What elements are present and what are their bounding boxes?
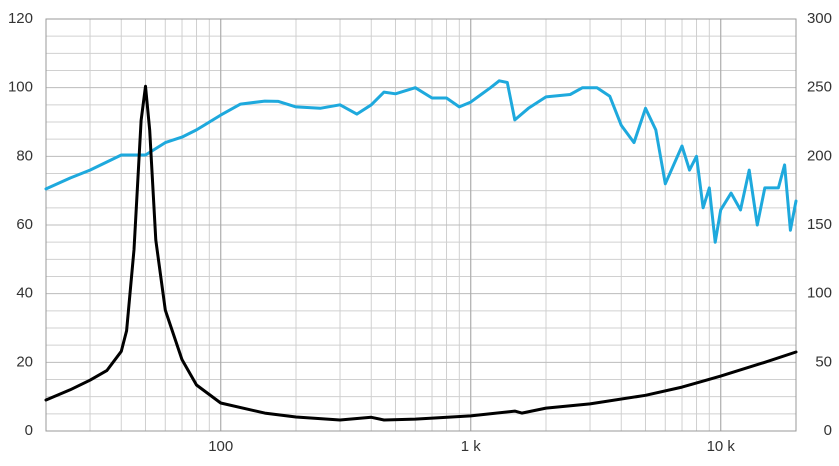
y2-tick-label: 50	[815, 353, 832, 370]
y2-tick-label: 150	[807, 216, 832, 233]
y2-tick-label: 100	[807, 285, 832, 302]
y2-tick-label: 200	[807, 147, 832, 164]
y-tick-label: 120	[8, 10, 33, 27]
y-tick-label: 100	[8, 79, 33, 96]
y-tick-label: 20	[16, 353, 33, 370]
y-tick-label: 40	[16, 285, 33, 302]
x-tick-label: 100	[208, 438, 233, 455]
x-tick-label: 10 k	[707, 438, 736, 455]
y2-tick-label: 250	[807, 79, 832, 96]
y-tick-label: 80	[16, 147, 33, 164]
y-tick-label: 0	[25, 422, 33, 439]
x-tick-label: 1 k	[461, 438, 482, 455]
series-line	[44, 84, 798, 422]
plot-frame	[45, 18, 797, 432]
y2-tick-label: 300	[807, 10, 832, 27]
series-line	[44, 79, 798, 244]
y-tick-label: 60	[16, 216, 33, 233]
y2-tick-label: 0	[824, 422, 832, 439]
